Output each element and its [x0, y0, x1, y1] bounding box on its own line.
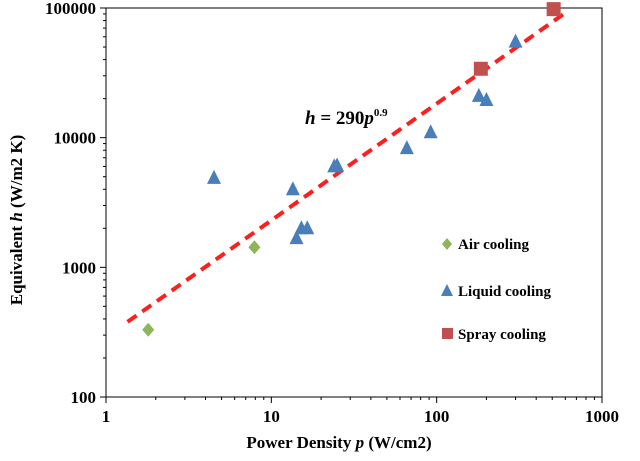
- legend-label-air: Air cooling: [458, 237, 529, 253]
- y-axis-title-pre: Equivalent: [7, 222, 26, 306]
- fit-label-mid: = 290: [316, 108, 365, 129]
- legend-label-spray: Spray cooling: [458, 327, 546, 343]
- fit-label-h: h: [305, 108, 316, 129]
- tick-labels: 1 10 100 1000 100 1000 10000 100000: [45, 0, 619, 426]
- x-axis-title-var: p: [354, 433, 365, 452]
- y-tick-label: 10000: [54, 129, 97, 148]
- liquid-cooling-point: [508, 33, 523, 48]
- x-tick-label: 10: [263, 407, 280, 426]
- y-axis-title: Equivalent h (W/m2 K): [7, 135, 26, 306]
- y-tick-label: 100000: [45, 0, 96, 18]
- x-tick-label: 1: [102, 407, 111, 426]
- data-points: [142, 2, 561, 337]
- liquid-cooling-point: [399, 140, 414, 155]
- liquid-cooling-point: [289, 230, 304, 245]
- liquid-cooling-point: [285, 181, 300, 196]
- liquid-cooling-point: [330, 157, 345, 172]
- liquid-cooling-point: [479, 92, 494, 107]
- legend-label-liquid: Liquid cooling: [458, 284, 551, 300]
- legend-marker-liquid: [441, 284, 453, 296]
- axes: [100, 7, 603, 403]
- fit-line-layer: [126, 11, 567, 324]
- y-axis-title-var: h: [7, 212, 26, 221]
- x-axis-title-pre: Power Density: [246, 433, 355, 452]
- air-cooling-point: [142, 322, 155, 337]
- legend-marker-air: [442, 238, 452, 250]
- plot-frame: [105, 7, 603, 398]
- fit-line: [126, 11, 567, 324]
- y-tick-label: 1000: [62, 258, 96, 277]
- legend-marker-spray: [442, 328, 453, 339]
- spray-cooling-point: [546, 2, 561, 17]
- x-axis-title-post: (W/cm2): [364, 433, 432, 452]
- x-tick-label: 1000: [585, 407, 619, 426]
- air-cooling-point: [248, 240, 261, 255]
- liquid-cooling-point: [206, 169, 221, 184]
- y-axis-title-post: (W/m2 K): [7, 135, 26, 212]
- fit-equation-label: h = 290p0.9: [305, 107, 388, 129]
- legend: Air cooling Liquid cooling Spray cooling: [441, 237, 551, 343]
- liquid-cooling-point: [300, 220, 315, 235]
- liquid-cooling-point: [471, 87, 486, 102]
- spray-cooling-point: [473, 61, 488, 76]
- x-tick-label: 100: [424, 407, 450, 426]
- legend-item-spray-cooling: Spray cooling: [442, 327, 546, 343]
- liquid-cooling-point: [423, 124, 438, 139]
- fit-label-p: p: [362, 108, 374, 129]
- x-axis-title: Power Density p (W/cm2): [246, 433, 431, 452]
- fit-label-exponent: 0.9: [374, 107, 388, 119]
- y-tick-label: 100: [71, 388, 97, 407]
- legend-item-air-cooling: Air cooling: [442, 237, 529, 253]
- legend-item-liquid-cooling: Liquid cooling: [441, 284, 551, 300]
